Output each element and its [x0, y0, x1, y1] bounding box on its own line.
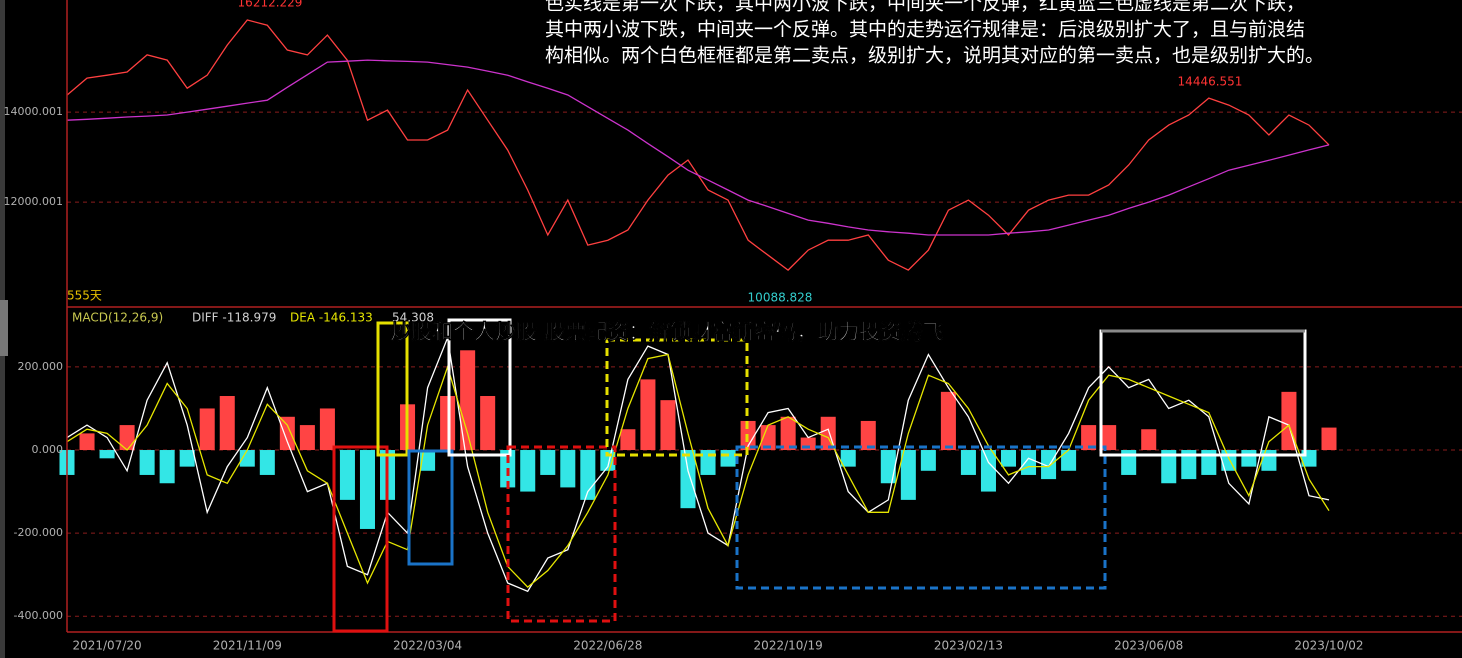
- annotation: 10088.828: [748, 291, 813, 305]
- bar: [259, 450, 275, 475]
- bar: [840, 450, 856, 467]
- y-tick-label: 14000.001: [4, 105, 64, 118]
- indicator-label: DEA -146.133: [290, 311, 373, 325]
- paragraph-line: 其中两小波下跌，中间夹一个反弹。其中的走势运行规律是：后浪级别扩大了，且与前浪结: [545, 19, 1305, 41]
- bar: [420, 450, 436, 471]
- bar: [540, 450, 556, 475]
- bar: [1281, 391, 1297, 451]
- x-tick-label: 2023/10/02: [1294, 639, 1363, 653]
- y-tick-label: -400.000: [14, 609, 63, 622]
- bar: [119, 425, 135, 451]
- y-tick-label: -200.000: [14, 526, 63, 539]
- bar: [1321, 427, 1337, 451]
- y-tick-label: 200.000: [18, 360, 64, 373]
- bar: [1101, 425, 1117, 451]
- bar: [980, 450, 996, 492]
- line: [66, 335, 1330, 593]
- bar: [520, 450, 536, 492]
- bar: [1161, 450, 1177, 484]
- bar: [920, 450, 936, 471]
- bar: [199, 408, 215, 451]
- overlay-title: 炒股和个人炒股 股票配资：解锁财富新密码，助力投资腾飞: [390, 320, 943, 344]
- indicator-label: 54.308: [392, 311, 434, 325]
- bar: [960, 450, 976, 475]
- x-tick-label: 2022/10/19: [754, 639, 823, 653]
- x-tick-label: 2023/02/13: [934, 639, 1003, 653]
- bar: [460, 350, 476, 451]
- box: [332, 445, 389, 633]
- bar: [1081, 425, 1097, 451]
- indicator-label: MACD(12,26,9): [72, 311, 163, 325]
- bar: [359, 450, 375, 529]
- x-tick-label: 2021/11/09: [213, 639, 282, 653]
- bar: [1021, 450, 1037, 475]
- box: [605, 338, 749, 457]
- line: [66, 353, 1330, 588]
- bar: [139, 450, 155, 475]
- bar: [480, 396, 496, 451]
- x-tick-label: 2021/07/20: [72, 639, 141, 653]
- bar: [620, 429, 636, 451]
- bar: [319, 408, 335, 451]
- bar: [1181, 450, 1197, 480]
- x-tick-label: 2022/03/04: [393, 639, 462, 653]
- bar: [640, 379, 656, 451]
- side-tab: [0, 300, 8, 356]
- bar: [159, 450, 175, 484]
- bar: [720, 450, 736, 467]
- box: [407, 449, 454, 566]
- bar: [1241, 450, 1257, 467]
- bar: [79, 433, 95, 451]
- paragraph-line: 色实线是第一次下跌，其中两小波下跌，中间夹一个反弹，红黄蓝三色虚线是第二次下跌，: [545, 0, 1305, 15]
- bar: [1041, 450, 1057, 480]
- box: [506, 445, 617, 623]
- bar: [339, 450, 355, 500]
- paragraph-line: 构相似。两个白色框框都是第二卖点，级别扩大，说明其对应的第一卖点，也是级别扩大的…: [545, 45, 1324, 67]
- annotation: 16212.229: [238, 0, 303, 10]
- x-tick-label: 2023/06/08: [1114, 639, 1183, 653]
- bar: [1261, 450, 1277, 471]
- bar: [1141, 429, 1157, 451]
- y-tick-label: 0.000: [32, 443, 64, 456]
- x-tick-label: 2022/06/28: [573, 639, 642, 653]
- bar: [860, 420, 876, 451]
- indicator-label: DIFF -118.979: [192, 311, 276, 325]
- annotation: 14446.551: [1178, 75, 1243, 89]
- bar: [680, 450, 696, 509]
- bar: [900, 450, 916, 500]
- bar: [780, 416, 796, 451]
- line: [66, 59, 1330, 236]
- bar: [560, 450, 576, 488]
- bar: [219, 396, 235, 451]
- bar: [299, 425, 315, 451]
- bar: [940, 391, 956, 451]
- bar: [179, 450, 195, 467]
- bar: [1000, 450, 1017, 467]
- box: [376, 321, 409, 457]
- bar: [239, 450, 255, 467]
- bar: [760, 425, 776, 451]
- bar: [99, 450, 115, 459]
- box: [735, 445, 1107, 590]
- annotation: 555天: [67, 289, 102, 303]
- box: [447, 318, 512, 457]
- bar: [880, 450, 896, 484]
- bar: [660, 400, 676, 451]
- y-tick-label: 12000.001: [4, 195, 64, 208]
- bar: [279, 416, 295, 451]
- bar: [1061, 450, 1077, 471]
